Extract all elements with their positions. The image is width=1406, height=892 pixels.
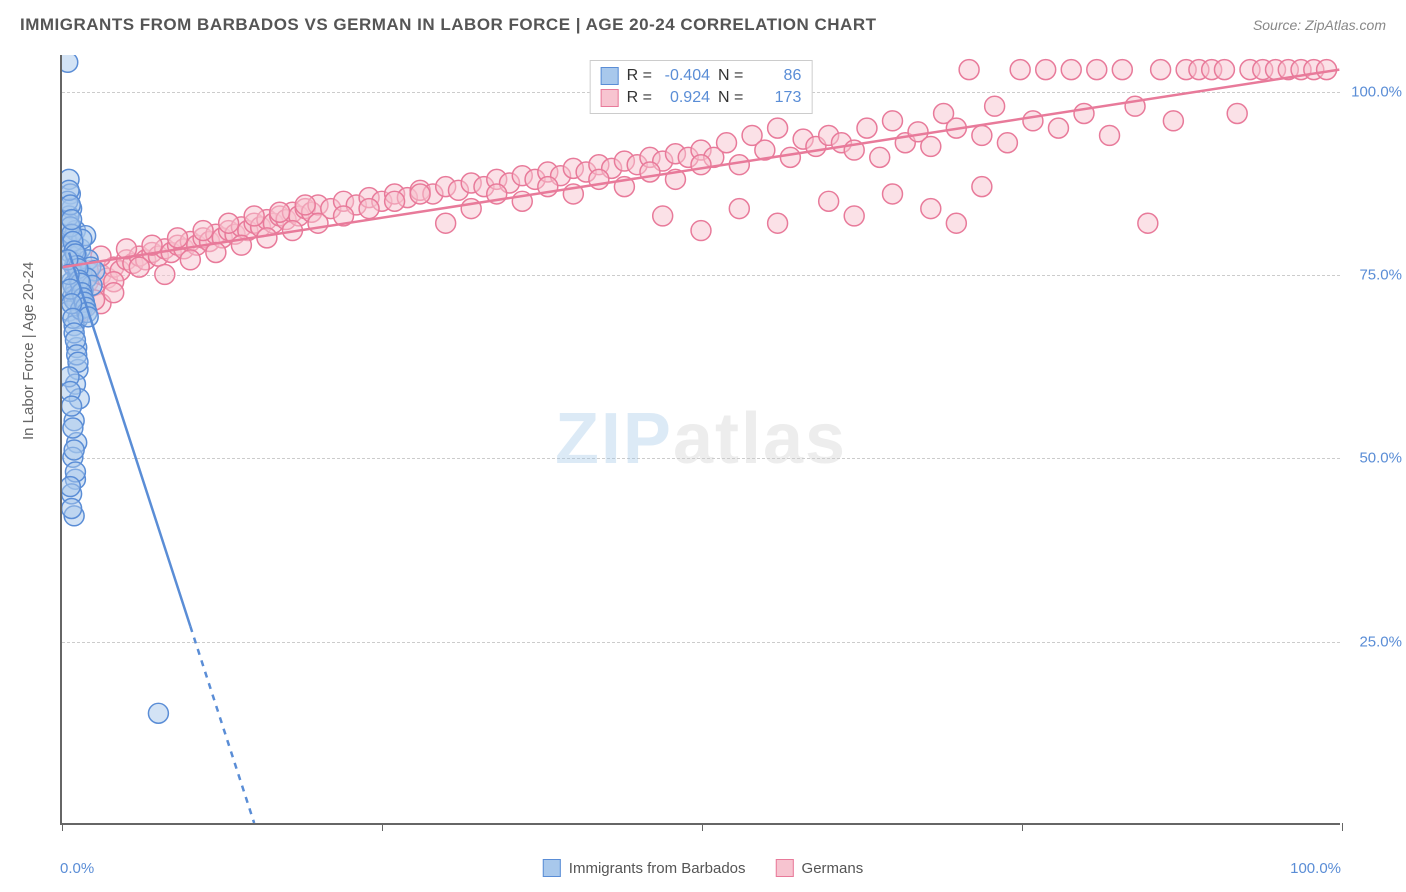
data-point: [308, 213, 328, 233]
data-point: [1048, 118, 1068, 138]
source-attribution: Source: ZipAtlas.com: [1253, 17, 1386, 33]
data-point: [168, 228, 188, 248]
data-point: [1214, 60, 1234, 80]
data-point: [155, 264, 175, 284]
r-value-series1: -0.404: [660, 67, 710, 85]
data-point: [104, 283, 124, 303]
n-value-series1: 86: [751, 67, 801, 85]
chart-header: IMMIGRANTS FROM BARBADOS VS GERMAN IN LA…: [20, 15, 1386, 35]
n-label: N =: [718, 89, 743, 107]
legend: Immigrants from Barbados Germans: [543, 859, 863, 877]
data-point: [295, 195, 315, 215]
x-tick: [382, 823, 383, 831]
data-point: [768, 213, 788, 233]
x-axis-max-label: 100.0%: [1290, 860, 1341, 877]
legend-swatch-series2: [776, 859, 794, 877]
data-point: [972, 125, 992, 145]
r-label: R =: [627, 89, 652, 107]
data-point: [1138, 213, 1158, 233]
correlation-row-series1: R = -0.404 N = 86: [601, 65, 802, 87]
data-point: [883, 184, 903, 204]
data-point: [1112, 60, 1132, 80]
data-point: [1010, 60, 1030, 80]
data-point: [691, 155, 711, 175]
data-point: [857, 118, 877, 138]
data-point: [385, 191, 405, 211]
legend-swatch-series1: [543, 859, 561, 877]
data-point: [691, 221, 711, 241]
data-point: [436, 213, 456, 233]
swatch-series2: [601, 89, 619, 107]
legend-item-series1: Immigrants from Barbados: [543, 859, 746, 877]
x-tick: [702, 823, 703, 831]
data-point: [219, 213, 239, 233]
legend-label-series2: Germans: [802, 860, 864, 877]
n-label: N =: [718, 67, 743, 85]
data-point: [1061, 60, 1081, 80]
data-point: [64, 440, 84, 460]
data-point: [997, 133, 1017, 153]
data-point: [1036, 60, 1056, 80]
trend-line-series1: [69, 252, 190, 626]
data-point: [410, 184, 430, 204]
data-point: [193, 221, 213, 241]
data-point: [653, 206, 673, 226]
data-point: [1023, 111, 1043, 131]
data-point: [844, 206, 864, 226]
data-point: [768, 118, 788, 138]
data-point: [819, 191, 839, 211]
y-tick-label: 50.0%: [1359, 450, 1402, 467]
x-tick: [1342, 823, 1343, 831]
data-point: [972, 177, 992, 197]
data-point: [244, 206, 264, 226]
x-tick: [1022, 823, 1023, 831]
data-point: [883, 111, 903, 131]
data-point: [729, 199, 749, 219]
legend-label-series1: Immigrants from Barbados: [569, 860, 746, 877]
y-tick-label: 25.0%: [1359, 633, 1402, 650]
data-point: [921, 136, 941, 156]
correlation-box: R = -0.404 N = 86 R = 0.924 N = 173: [590, 60, 813, 114]
data-point: [129, 257, 149, 277]
y-axis-title: In Labor Force | Age 20-24: [20, 262, 37, 440]
n-value-series2: 173: [751, 89, 801, 107]
data-point: [780, 147, 800, 167]
data-point: [62, 477, 80, 497]
data-point: [921, 199, 941, 219]
data-point: [1087, 60, 1107, 80]
data-point: [870, 147, 890, 167]
data-point: [1163, 111, 1183, 131]
plot-area: R = -0.404 N = 86 R = 0.924 N = 173 ZIPa…: [60, 55, 1340, 825]
chart-title: IMMIGRANTS FROM BARBADOS VS GERMAN IN LA…: [20, 15, 877, 35]
data-point: [359, 199, 379, 219]
x-axis-min-label: 0.0%: [60, 860, 94, 877]
x-tick: [62, 823, 63, 831]
data-point: [946, 213, 966, 233]
chart-svg: [62, 55, 1340, 823]
data-point: [180, 250, 200, 270]
data-point: [1151, 60, 1171, 80]
data-point: [1227, 104, 1247, 124]
data-point: [1100, 125, 1120, 145]
data-point: [62, 396, 82, 416]
data-point: [1074, 104, 1094, 124]
data-point: [959, 60, 979, 80]
data-point: [148, 703, 168, 723]
data-point: [985, 96, 1005, 116]
data-point: [62, 210, 82, 230]
correlation-row-series2: R = 0.924 N = 173: [601, 87, 802, 109]
data-point: [640, 162, 660, 182]
data-point: [717, 133, 737, 153]
data-point: [63, 418, 83, 438]
legend-item-series2: Germans: [776, 859, 864, 877]
data-point: [62, 499, 82, 519]
r-value-series2: 0.924: [660, 89, 710, 107]
data-point: [62, 55, 78, 72]
y-tick-label: 100.0%: [1351, 83, 1402, 100]
r-label: R =: [627, 67, 652, 85]
trend-line-series1-dash: [190, 626, 254, 823]
data-point: [270, 202, 290, 222]
swatch-series1: [601, 67, 619, 85]
y-tick-label: 75.0%: [1359, 267, 1402, 284]
